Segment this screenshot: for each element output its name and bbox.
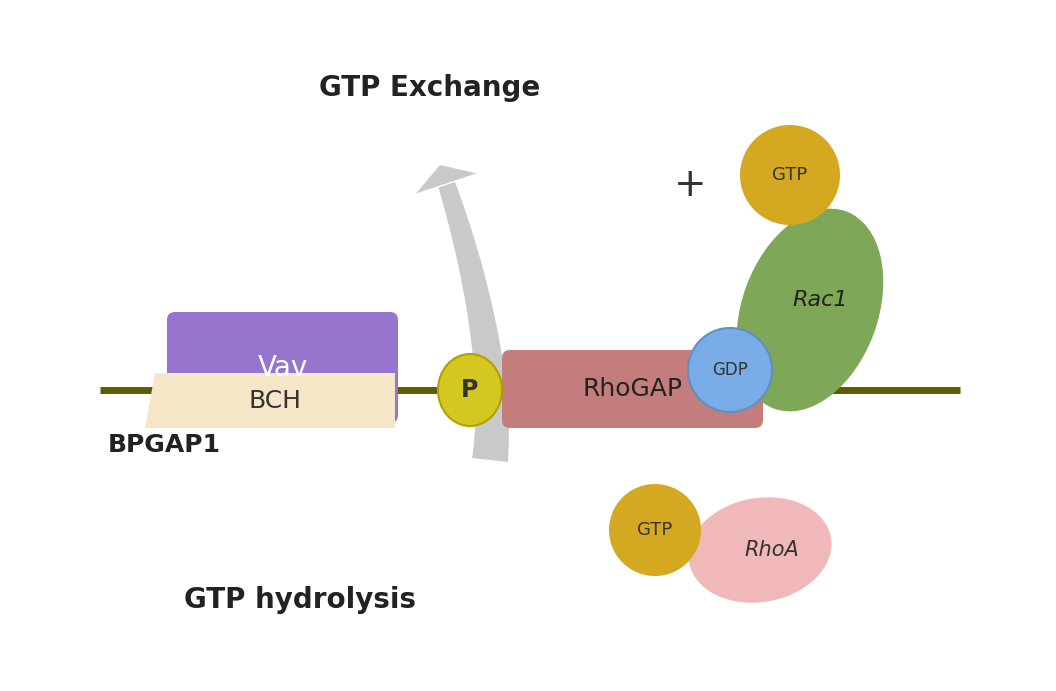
Ellipse shape: [737, 209, 883, 411]
Text: GTP: GTP: [638, 521, 673, 539]
Text: Rac1: Rac1: [792, 290, 848, 310]
Text: P: P: [461, 378, 478, 402]
Text: Vav: Vav: [258, 354, 307, 381]
Text: RhoA: RhoA: [744, 540, 799, 560]
FancyBboxPatch shape: [167, 312, 398, 423]
Polygon shape: [416, 165, 476, 193]
Text: RhoGAP: RhoGAP: [583, 377, 682, 401]
Ellipse shape: [438, 354, 502, 426]
Text: GDP: GDP: [712, 361, 748, 379]
Text: BPGAP1: BPGAP1: [108, 433, 221, 457]
Text: +: +: [674, 166, 706, 204]
Text: GTP: GTP: [772, 166, 808, 184]
Text: GTP Exchange: GTP Exchange: [319, 74, 541, 102]
FancyBboxPatch shape: [502, 350, 763, 428]
Text: GTP hydrolysis: GTP hydrolysis: [184, 586, 416, 614]
Polygon shape: [438, 182, 509, 462]
Ellipse shape: [689, 498, 831, 603]
Ellipse shape: [689, 328, 772, 412]
Ellipse shape: [609, 484, 701, 576]
Text: BCH: BCH: [248, 388, 302, 413]
Ellipse shape: [740, 125, 840, 225]
Polygon shape: [145, 373, 395, 428]
